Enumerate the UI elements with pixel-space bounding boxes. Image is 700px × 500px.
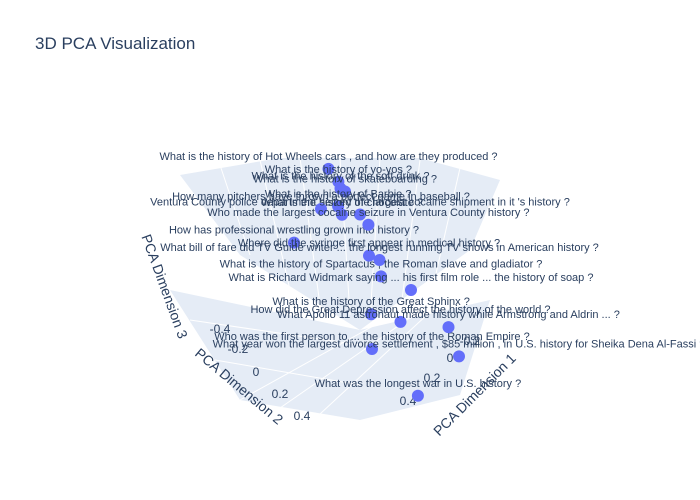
- data-point[interactable]: [288, 236, 300, 249]
- y-tick-label: 0: [253, 365, 260, 379]
- y-tick-label: 0.2: [272, 387, 289, 401]
- point-label: Who made the largest cocaine seizure in …: [207, 207, 529, 219]
- point-label: What is Richard Widmark saying ... his f…: [229, 272, 594, 284]
- x-tick-label: 0.2: [424, 371, 441, 385]
- point-label: Where did the syringe first appear in me…: [238, 238, 500, 250]
- x-tick-label: 0: [447, 351, 454, 365]
- chart-title: 3D PCA Visualization: [35, 34, 196, 53]
- y-axis-ticks: -0.4 -0.2 0 0.2 0.4: [210, 322, 311, 423]
- grid-line: [399, 159, 421, 316]
- x-tick-label: -0.2: [460, 334, 481, 348]
- grid-line: [189, 319, 361, 346]
- point-label: What Apollo 11 astronaut made history wh…: [277, 309, 620, 321]
- point-label: What is the history of the soft drink ?: [252, 171, 430, 183]
- x-axis-ticks: -0.200.20.4: [400, 334, 481, 408]
- data-point[interactable]: [366, 343, 378, 355]
- point-label: What was the longest war in U.S. history…: [315, 378, 522, 390]
- data-point[interactable]: [315, 203, 327, 215]
- point-label: What is the history of the Great Sphinx …: [272, 296, 469, 308]
- point-label: How has professional wrestling grown int…: [169, 225, 419, 237]
- grid-line: [279, 289, 451, 409]
- grid-line: [429, 167, 461, 301]
- y-tick-label: 0.4: [294, 409, 311, 423]
- back-wall: [180, 158, 500, 330]
- data-point[interactable]: [336, 208, 348, 221]
- grid-lines: [189, 157, 471, 415]
- data-point[interactable]: [373, 254, 386, 266]
- point-label: What is the history of Spartacus , the R…: [220, 258, 543, 270]
- point-label: What is the history of skateboarding ?: [253, 174, 437, 186]
- data-point[interactable]: [354, 208, 366, 221]
- point-label: What is the history of Hot Wheels cars ,…: [159, 151, 497, 163]
- floor-left-plane: [170, 290, 360, 420]
- data-point[interactable]: [362, 218, 375, 231]
- point-label: How many pitchers have thrown a perfect …: [172, 191, 470, 203]
- point-label: What is the history of yo-yos ?: [265, 164, 412, 176]
- data-point[interactable]: [405, 284, 417, 296]
- grid-line: [319, 274, 471, 415]
- point-label: Ventura County police department seized …: [150, 197, 570, 209]
- point-label: What year won the largest divorce settle…: [213, 338, 700, 350]
- data-point[interactable]: [365, 308, 378, 321]
- grid-line: [369, 157, 381, 321]
- data-point[interactable]: [375, 270, 387, 283]
- grid-line: [299, 157, 321, 306]
- data-point[interactable]: [363, 249, 375, 262]
- y-tick-label: -0.4: [210, 322, 231, 336]
- data-point[interactable]: [411, 389, 424, 402]
- data-point[interactable]: [322, 162, 335, 175]
- point-label: What is the history of chocolate ?: [261, 197, 423, 209]
- point-label: Who was the first person to ... the hist…: [214, 331, 529, 343]
- data-points[interactable]: What is the history of Hot Wheels cars ,…: [150, 151, 700, 402]
- point-label: How did the Great Depression affect the …: [250, 304, 550, 316]
- data-point[interactable]: [394, 315, 407, 328]
- point-label: What is the history of Barbie ?: [265, 188, 412, 200]
- data-point[interactable]: [453, 350, 465, 363]
- y-tick-label: -0.2: [228, 342, 249, 356]
- data-point[interactable]: [334, 182, 347, 195]
- grid-line: [259, 159, 291, 291]
- point-label: What bill of fare did TV Guide writer ..…: [160, 242, 599, 254]
- grid-line: [239, 299, 421, 401]
- grid-line: [219, 164, 251, 256]
- data-point[interactable]: [442, 321, 455, 334]
- grid-line: [214, 359, 361, 386]
